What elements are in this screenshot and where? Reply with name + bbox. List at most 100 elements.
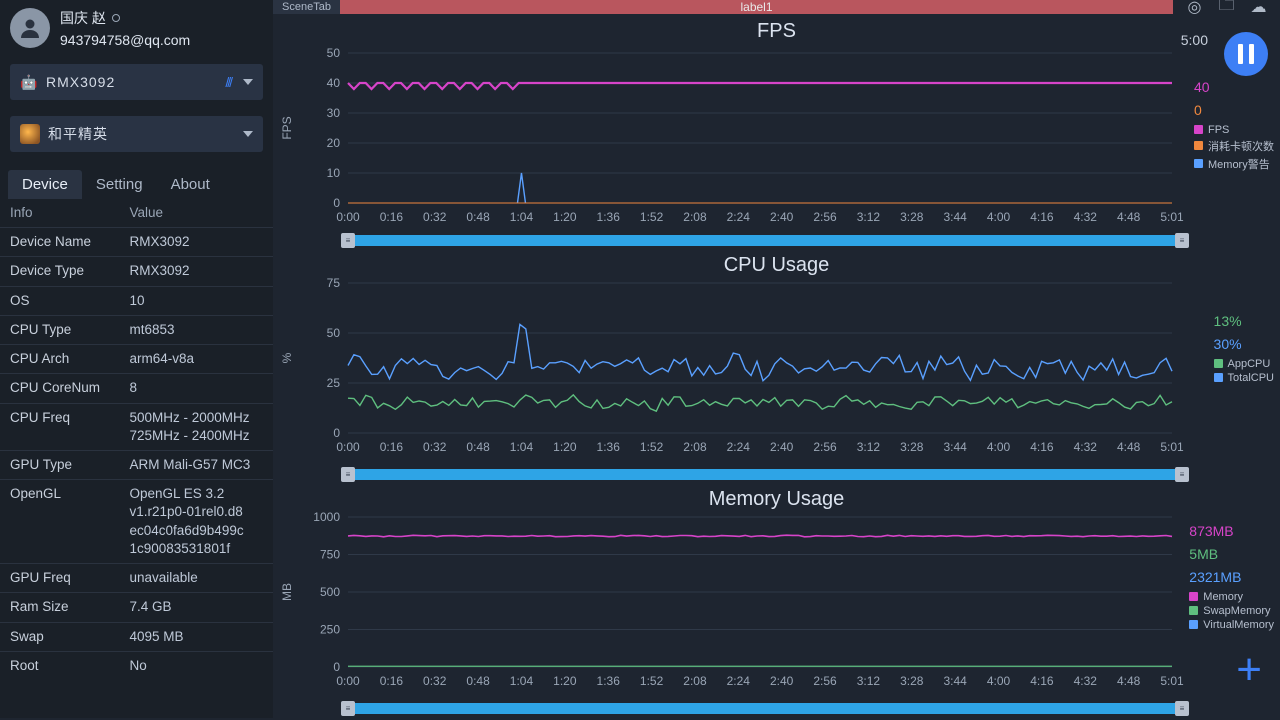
svg-text:2:08: 2:08 (683, 674, 707, 688)
svg-text:FPS: FPS (280, 116, 294, 139)
topbar-label[interactable]: label1 (340, 0, 1173, 14)
svg-text:2:08: 2:08 (683, 210, 707, 224)
svg-text:4:00: 4:00 (987, 440, 1011, 454)
info-value: mt6853 (119, 315, 273, 344)
svg-text:0:32: 0:32 (423, 210, 447, 224)
svg-text:1:20: 1:20 (553, 674, 577, 688)
table-row: OpenGLOpenGL ES 3.2 v1.r21p0-01rel0.d8 e… (0, 480, 273, 564)
svg-text:3:12: 3:12 (857, 440, 881, 454)
svg-text:0:16: 0:16 (380, 210, 404, 224)
mem-range-slider[interactable]: ≡ ≡ (348, 703, 1182, 714)
info-key: Ram Size (0, 593, 119, 622)
svg-text:3:12: 3:12 (857, 210, 881, 224)
legend-label: VirtualMemory (1203, 619, 1274, 631)
slider-handle-right[interactable]: ≡ (1175, 467, 1189, 482)
svg-text:3:28: 3:28 (900, 210, 924, 224)
svg-text:%: % (280, 352, 294, 363)
svg-text:0:32: 0:32 (423, 440, 447, 454)
device-select-label: RMX3092 (46, 74, 217, 90)
fps-chart: FPS 010203040500:000:160:320:481:041:201… (273, 18, 1280, 246)
cpu-legend: 13%30%AppCPUTotalCPU (1214, 312, 1274, 384)
scene-tab[interactable]: SceneTab (273, 0, 340, 14)
slider-handle-left[interactable]: ≡ (341, 701, 355, 716)
svg-text:2:08: 2:08 (683, 440, 707, 454)
svg-text:1:36: 1:36 (597, 210, 621, 224)
table-row: CPU Typemt6853 (0, 315, 273, 344)
legend-label: 0 (1194, 101, 1202, 120)
avatar[interactable] (10, 8, 50, 48)
svg-text:0: 0 (333, 660, 340, 674)
svg-text:3:44: 3:44 (943, 210, 967, 224)
cpu-chart: CPU Usage 02550750:000:160:320:481:041:2… (273, 252, 1280, 480)
legend-label: TotalCPU (1228, 372, 1274, 384)
svg-text:0: 0 (333, 426, 340, 440)
cpu-title: CPU Usage (273, 252, 1280, 277)
add-chart-button[interactable]: + (1236, 648, 1262, 692)
svg-text:4:32: 4:32 (1074, 440, 1098, 454)
legend-label: 2321MB (1189, 568, 1241, 587)
svg-text:2:40: 2:40 (770, 210, 794, 224)
svg-text:2:56: 2:56 (813, 674, 837, 688)
slider-handle-right[interactable]: ≡ (1175, 701, 1189, 716)
table-row: Device TypeRMX3092 (0, 257, 273, 286)
legend-label: SwapMemory (1203, 605, 1270, 617)
android-icon: 🤖 (20, 73, 38, 91)
app-select-label: 和平精英 (48, 124, 235, 144)
info-value: RMX3092 (119, 228, 273, 257)
svg-text:1:04: 1:04 (510, 440, 534, 454)
memory-chart: Memory Usage 025050075010000:000:160:320… (273, 486, 1280, 714)
table-row: GPU TypeARM Mali-G57 MC3 (0, 450, 273, 479)
sidebar: 国庆 赵 943794758@qq.com 🤖 RMX3092 /// 和平精英… (0, 0, 273, 718)
svg-text:0:16: 0:16 (380, 440, 404, 454)
svg-text:4:48: 4:48 (1117, 210, 1141, 224)
slider-handle-right[interactable]: ≡ (1175, 233, 1189, 248)
svg-text:50: 50 (327, 46, 341, 60)
svg-text:0:48: 0:48 (466, 674, 490, 688)
info-key: Device Name (0, 228, 119, 257)
charts-area: 5:00 FPS 010203040500:000:160:320:481:04… (273, 14, 1280, 720)
svg-text:4:16: 4:16 (1030, 674, 1054, 688)
svg-text:2:24: 2:24 (727, 674, 751, 688)
tab-about[interactable]: About (157, 170, 224, 199)
info-value: No (119, 651, 273, 680)
svg-text:3:12: 3:12 (857, 674, 881, 688)
legend-label: 30% (1214, 335, 1242, 354)
table-row: CPU Freq500MHz - 2000MHz 725MHz - 2400MH… (0, 403, 273, 450)
cpu-range-slider[interactable]: ≡ ≡ (348, 469, 1182, 480)
fps-range-slider[interactable]: ≡ ≡ (348, 235, 1182, 246)
svg-text:1000: 1000 (313, 511, 340, 524)
table-row: GPU Frequnavailable (0, 564, 273, 593)
slider-handle-left[interactable]: ≡ (341, 467, 355, 482)
legend-label: 40 (1194, 78, 1210, 97)
svg-text:4:48: 4:48 (1117, 440, 1141, 454)
svg-text:3:28: 3:28 (900, 440, 924, 454)
svg-text:MB: MB (280, 583, 294, 601)
slider-handle-left[interactable]: ≡ (341, 233, 355, 248)
svg-text:1:52: 1:52 (640, 440, 664, 454)
legend-label: 5MB (1189, 545, 1218, 564)
svg-text:1:36: 1:36 (597, 674, 621, 688)
legend-label: FPS (1208, 124, 1229, 136)
profile: 国庆 赵 943794758@qq.com (0, 0, 273, 56)
info-value: RMX3092 (119, 257, 273, 286)
svg-text:750: 750 (320, 548, 340, 562)
tab-device[interactable]: Device (8, 170, 82, 199)
table-row: CPU Archarm64-v8a (0, 345, 273, 374)
device-select[interactable]: 🤖 RMX3092 /// (10, 64, 263, 100)
svg-text:0:00: 0:00 (336, 440, 360, 454)
app-select[interactable]: 和平精英 (10, 116, 263, 152)
sidebar-tabs: Device Setting About (8, 170, 273, 199)
svg-text:10: 10 (327, 166, 341, 180)
svg-text:20: 20 (327, 136, 341, 150)
info-value: 8 (119, 374, 273, 403)
svg-text:2:56: 2:56 (813, 440, 837, 454)
info-key: CPU Arch (0, 345, 119, 374)
info-key: Root (0, 651, 119, 680)
info-key: OS (0, 286, 119, 315)
info-value: 7.4 GB (119, 593, 273, 622)
svg-text:4:00: 4:00 (987, 674, 1011, 688)
tab-setting[interactable]: Setting (82, 170, 157, 199)
svg-text:0:00: 0:00 (336, 674, 360, 688)
svg-text:0:00: 0:00 (336, 210, 360, 224)
svg-text:1:20: 1:20 (553, 440, 577, 454)
